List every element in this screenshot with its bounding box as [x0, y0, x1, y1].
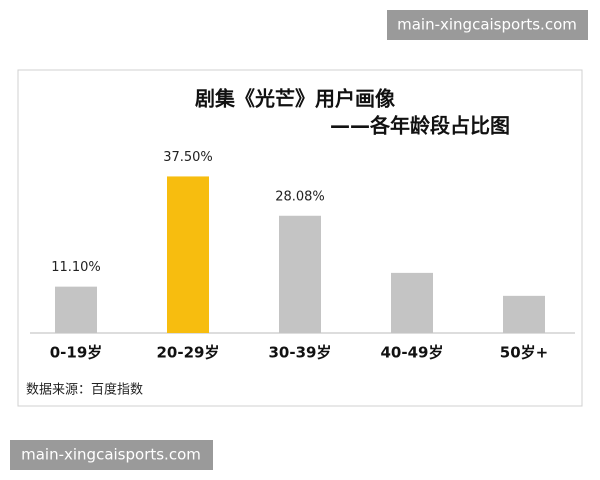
data-label: 37.50%: [163, 150, 213, 165]
bar: [503, 295, 545, 333]
watermark-box: [10, 440, 213, 470]
watermark: main-xingcaisports.com: [397, 16, 577, 34]
chart-title: 剧集《光芒》用户画像: [195, 87, 396, 111]
x-tick-label: 50岁+: [500, 344, 548, 362]
x-tick-label: 20-29岁: [157, 344, 220, 362]
bar: [279, 215, 321, 333]
watermark-box: [387, 10, 588, 40]
data-label: 28.08%: [275, 189, 325, 204]
watermark: main-xingcaisports.com: [21, 446, 201, 464]
bar: [167, 176, 209, 333]
bar: [55, 286, 97, 333]
source-note: 数据来源：百度指数: [26, 382, 143, 398]
bar: [391, 272, 433, 333]
data-label: 11.10%: [51, 260, 101, 275]
chart-subtitle: ——各年龄段占比图: [330, 114, 510, 138]
x-tick-label: 40-49岁: [381, 344, 444, 362]
x-tick-label: 0-19岁: [50, 344, 103, 362]
x-tick-label: 30-39岁: [269, 344, 332, 362]
